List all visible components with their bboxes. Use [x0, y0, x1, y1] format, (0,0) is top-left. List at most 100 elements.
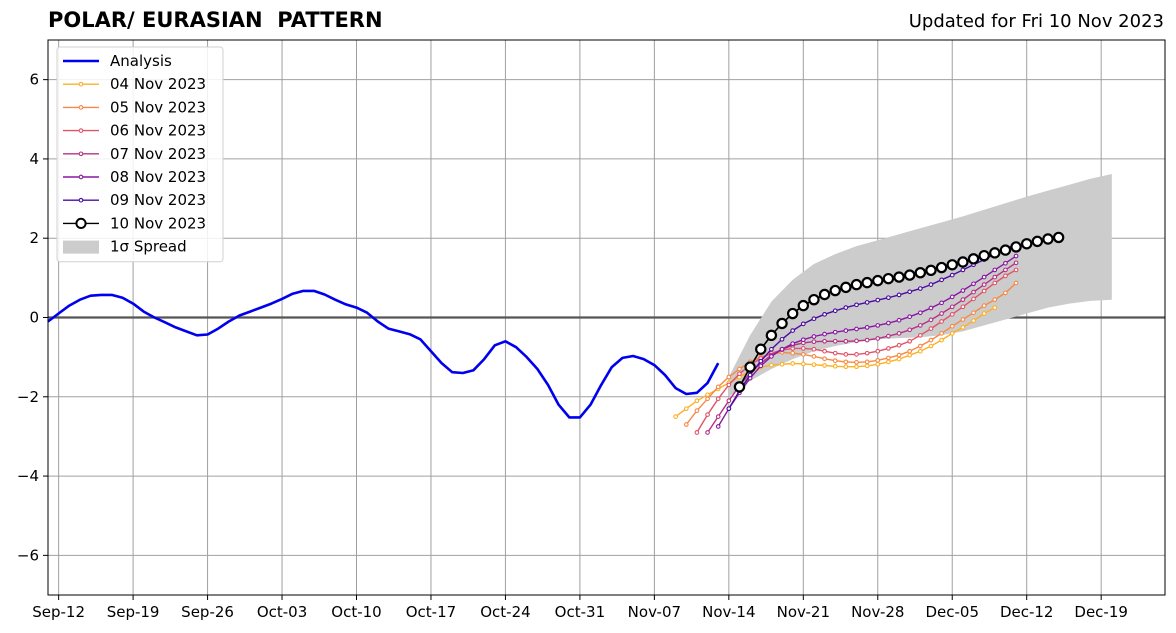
forecast-point — [999, 244, 1012, 256]
forecast-point — [747, 372, 753, 378]
forecast-point — [705, 430, 710, 435]
forecast-point — [726, 398, 732, 404]
forecast-point — [1013, 267, 1019, 273]
forecast-point — [737, 366, 742, 372]
forecast-point — [960, 297, 966, 303]
forecast-point — [769, 346, 774, 352]
forecast-point — [981, 311, 987, 316]
legend-label: Analysis — [110, 52, 172, 70]
forecast-point — [989, 247, 1001, 259]
x-tick-label: Oct-03 — [257, 603, 307, 621]
forecast-point — [903, 269, 916, 281]
forecast-point — [800, 337, 806, 343]
forecast-point — [896, 352, 902, 358]
forecast-point — [992, 305, 998, 310]
y-tick-label: 2 — [29, 229, 39, 247]
forecast-point — [864, 350, 870, 356]
legend-label: 07 Nov 2023 — [110, 145, 206, 163]
forecast-point — [683, 422, 689, 427]
forecast-point — [875, 323, 881, 328]
forecast-point — [907, 338, 913, 344]
legend-swatch — [63, 240, 99, 254]
forecast-point — [832, 329, 838, 335]
forecast-point — [1003, 290, 1008, 296]
legend-label: 1σ Spread — [110, 238, 187, 256]
forecast-point — [811, 362, 817, 368]
forecast-point — [832, 308, 838, 314]
forecast-point — [1013, 260, 1019, 266]
forecast-point — [935, 261, 948, 274]
forecast-point — [886, 355, 891, 361]
forecast-point — [864, 337, 870, 343]
forecast-point — [861, 276, 873, 289]
forecast-point — [882, 272, 895, 285]
forecast-point — [705, 412, 710, 417]
legend-marker — [78, 151, 84, 157]
forecast-point — [939, 300, 944, 306]
forecast-point — [811, 354, 817, 359]
axis-layer: Sep-12 Sep-19 Sep-26 Oct-03 Oct-10 Oct-17 Oct-… — [17, 39, 1166, 621]
forecast-point — [715, 396, 721, 402]
x-tick-label: Dec-12 — [1000, 603, 1054, 621]
forecast-point — [800, 352, 806, 357]
forecast-point — [992, 297, 998, 303]
forecast-point — [715, 424, 721, 429]
forecast-point — [928, 326, 934, 331]
forecast-point — [705, 396, 710, 402]
forecast-point — [832, 363, 838, 369]
forecast-point — [896, 292, 902, 298]
forecast-point — [886, 295, 891, 301]
forecast-point — [896, 317, 902, 323]
forecast-point — [843, 305, 849, 310]
forecast-point — [914, 267, 927, 279]
forecast-point — [790, 328, 796, 333]
x-tick-label: Dec-05 — [925, 603, 979, 621]
forecast-point — [971, 310, 976, 316]
legend-label: 05 Nov 2023 — [110, 98, 206, 116]
forecast-point — [744, 361, 756, 373]
y-tick-label: 6 — [29, 71, 39, 89]
forecast-point — [907, 289, 913, 295]
forecast-point — [946, 259, 958, 271]
forecast-point — [829, 284, 841, 297]
forecast-point — [872, 274, 884, 287]
forecast-point — [1021, 238, 1033, 250]
forecast-point — [1052, 231, 1065, 244]
forecast-point — [726, 382, 732, 388]
forecast-point — [960, 304, 966, 310]
forecast-point — [949, 294, 955, 300]
forecast-point — [832, 358, 838, 364]
forecast-point — [808, 293, 820, 306]
forecast-point — [917, 286, 923, 291]
forecast-point — [715, 414, 721, 419]
forecast-point — [840, 281, 852, 294]
forecast-point — [776, 317, 788, 330]
forecast-point — [811, 339, 817, 345]
forecast-point — [967, 253, 980, 265]
forecast-point — [907, 348, 913, 354]
forecast-point — [854, 338, 859, 344]
forecast-point — [790, 341, 796, 347]
forecast-point — [1042, 233, 1054, 245]
forecast-point — [886, 333, 891, 339]
forecast-point — [949, 311, 955, 317]
forecast-point — [1013, 253, 1019, 259]
forecast-point — [939, 331, 944, 336]
forecast-point — [673, 414, 678, 419]
forecast-point — [818, 288, 831, 301]
forecast-point — [939, 311, 944, 316]
forecast-point — [864, 363, 870, 369]
forecast-point — [797, 299, 810, 312]
forecast-point — [896, 342, 902, 348]
forecast-point — [886, 346, 891, 351]
x-tick-label: Oct-31 — [555, 603, 605, 621]
forecast-point — [854, 302, 859, 308]
forecast-point — [737, 371, 742, 377]
forecast-point — [765, 329, 778, 342]
forecast-point — [864, 325, 870, 330]
forecast-point — [896, 356, 902, 362]
x-tick-label: Sep-19 — [107, 603, 160, 621]
y-tick-label: −4 — [17, 467, 39, 485]
x-tick-label: Sep-26 — [181, 603, 234, 621]
legend-box — [56, 46, 224, 263]
